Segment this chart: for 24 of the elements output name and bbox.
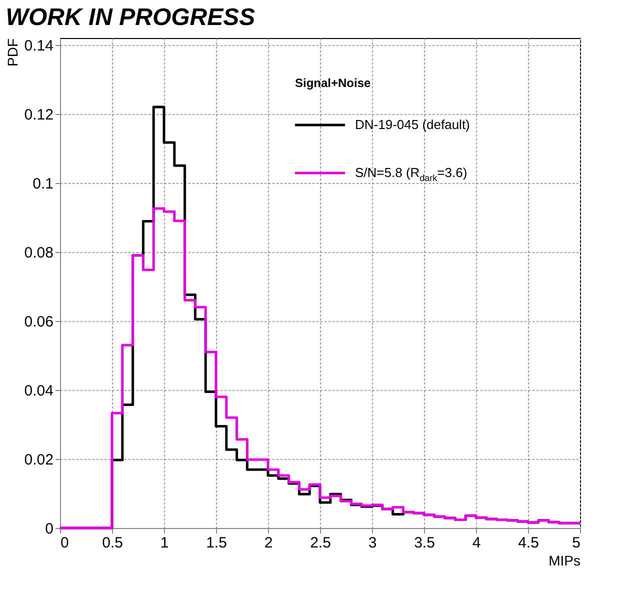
x-tick-label: 3.5 (414, 534, 435, 552)
x-tick-label: 2.5 (310, 534, 331, 552)
chart-title: WORK IN PROGRESS (6, 4, 256, 31)
y-tick-label: 0.06 (24, 313, 54, 330)
x-tick-label: 1.5 (206, 534, 227, 552)
x-tick-label: 4 (472, 534, 481, 552)
y-tick-label: 0.04 (24, 382, 54, 400)
y-tick-label: 0.02 (24, 451, 54, 468)
y-tick-label: 0.14 (24, 37, 54, 54)
y-tick-label: 0.08 (24, 244, 54, 262)
x-tick-label: 1 (160, 534, 169, 552)
x-tick-label: 4.5 (518, 534, 539, 552)
y-tick-label: 0.1 (32, 175, 54, 192)
x-tick-label: 5 (572, 534, 580, 552)
x-tick-label: 3 (368, 534, 377, 552)
y-axis-title: PDF (4, 38, 20, 66)
y-tick-label: 0.12 (24, 106, 54, 124)
legend-title: Signal+Noise (295, 76, 372, 90)
x-tick-label: 0 (60, 534, 69, 552)
x-tick-label: 0.5 (102, 534, 123, 552)
x-axis-title: MIPs (548, 552, 580, 568)
y-tick-label: 0 (45, 520, 54, 538)
x-tick-label: 2 (264, 534, 273, 552)
legend-label: DN-19-045 (default) (355, 117, 470, 132)
